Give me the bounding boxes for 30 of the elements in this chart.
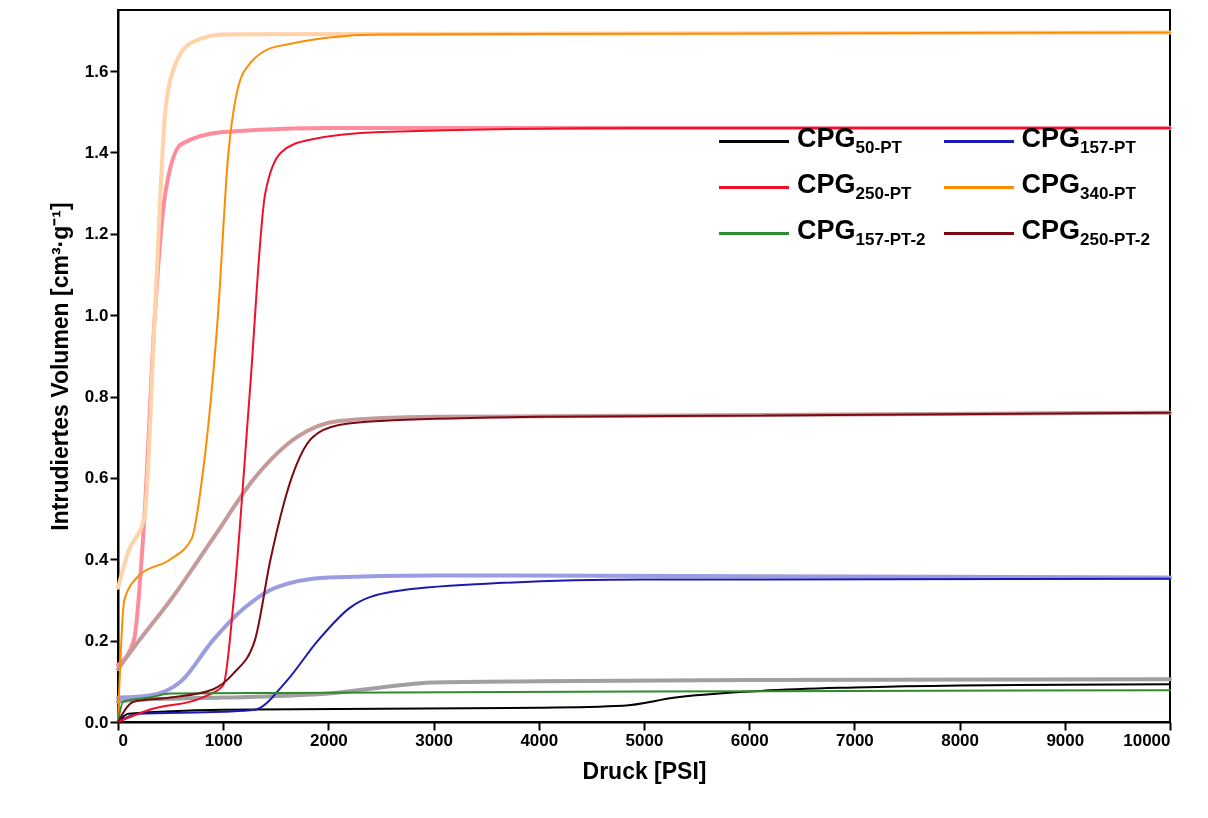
x-tick-label: 4000	[520, 730, 559, 750]
legend-label: CPG$_{250-PT}$	[797, 169, 912, 205]
x-tick-label: 6000	[730, 730, 769, 750]
y-tick-label: 0.6	[84, 468, 109, 488]
y-tick-label: 0.2	[84, 631, 109, 651]
x-tick-label: 9000	[1046, 730, 1085, 750]
y-tick-label: 0.8	[84, 387, 109, 407]
y-axis-title: Intrudiertes Volumen [cm³·g⁻¹]	[46, 202, 73, 531]
line-series	[116, 573, 1172, 700]
y-tick-label: 1.0	[84, 305, 109, 325]
legend-label: CPG$_{157-PT-2}$	[797, 215, 926, 251]
line-series	[116, 677, 1172, 704]
x-tick-label: 3000	[415, 730, 454, 750]
y-tick-label: 0.0	[84, 712, 109, 732]
y-tick-label: 0.4	[84, 549, 110, 569]
x-tick-label: 5000	[625, 730, 664, 750]
x-axis-title: Druck [PSI]	[582, 757, 707, 784]
y-tick-label: 1.2	[84, 224, 109, 244]
legend-label: CPG$_{50-PT}$	[797, 123, 902, 159]
x-tick-label: 8000	[941, 730, 980, 750]
x-tick-label: 1000	[204, 730, 243, 750]
x-tick-label: 10000	[1123, 730, 1171, 750]
y-tick-label: 1.6	[84, 61, 109, 81]
x-tick-label: 0	[118, 730, 128, 750]
legend-label: CPG$_{340-PT}$	[1021, 169, 1136, 205]
legend-label: CPG$_{157-PT}$	[1021, 123, 1136, 159]
x-tick-label: 7000	[835, 730, 874, 750]
y-tick-label: 1.4	[84, 142, 110, 162]
legend-label: CPG$_{250-PT-2}$	[1021, 215, 1150, 251]
x-tick-label: 2000	[309, 730, 348, 750]
